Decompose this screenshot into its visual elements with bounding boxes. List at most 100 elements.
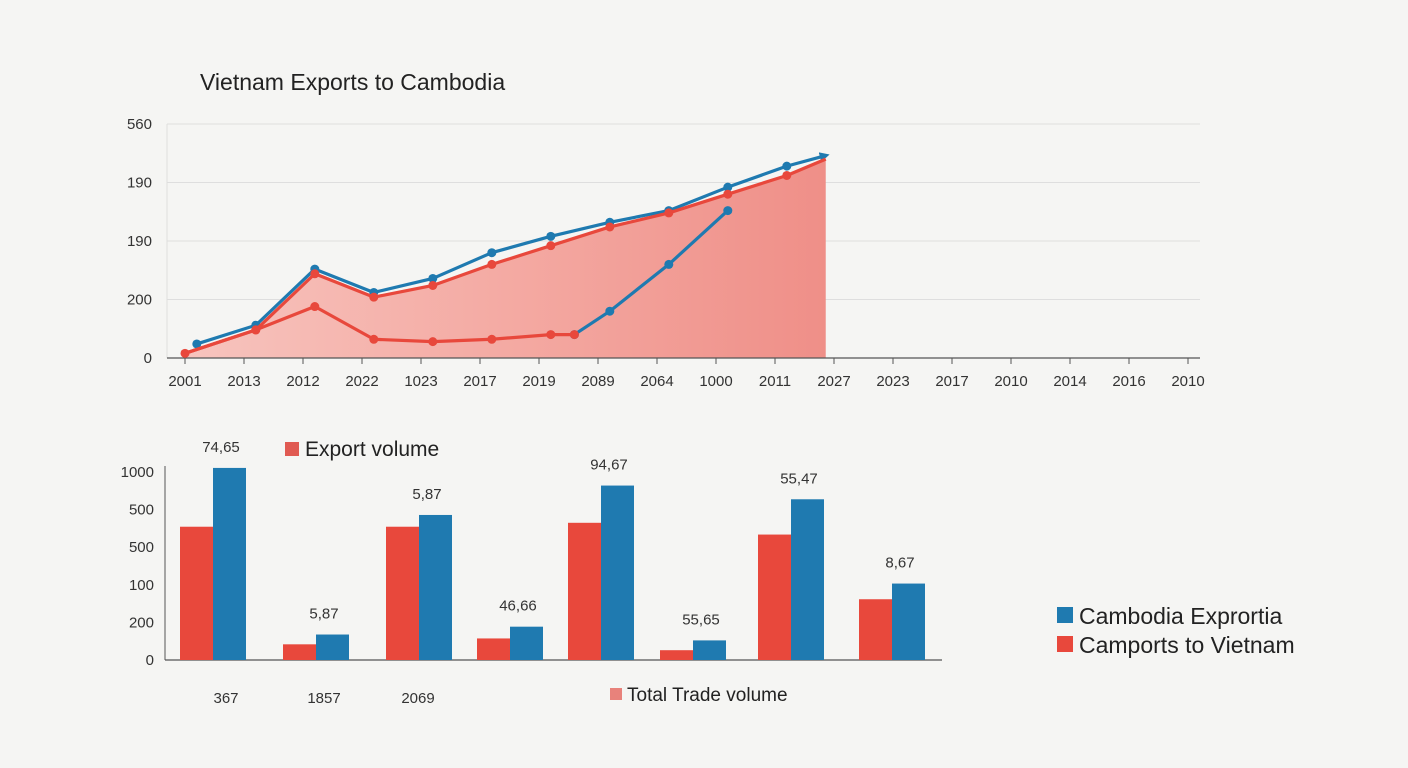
line-point [605,222,615,232]
line-x-tick-label: 2011 [759,373,791,390]
bar-data-label: 46,66 [499,598,537,615]
bar-y-tick-label: 0 [146,652,154,669]
line-x-tick-label: 2017 [935,373,968,390]
line-x-tick-label: 2014 [1053,373,1086,390]
line-point [723,206,733,216]
line-x-tick-label: 2019 [522,373,555,390]
legend-label-cambodia: Cambodia Exprortia [1079,603,1282,629]
line-x-tick-label: 2001 [168,373,201,390]
line-point [251,325,261,335]
line-point [546,330,556,340]
bar-data-label: 8,67 [885,555,914,572]
bar-data-label: 94,67 [590,457,628,474]
line-y-tick-label: 200 [127,292,152,309]
line-x-tick-label: 1000 [699,373,732,390]
line-x-tick-label: 2010 [994,373,1027,390]
line-x-tick-label: 2013 [227,373,260,390]
line-point [487,248,497,258]
line-y-axis: 560 190 190 200 0 [127,116,168,367]
line-point [428,280,438,290]
line-point [569,330,579,340]
bar-data-label: 74,65 [202,439,240,456]
line-x-tick-label: 1023 [404,373,437,390]
bar-blue [419,514,452,660]
line-chart: Vietnam Exports to Cambodia 560 190 190 200… [127,69,1205,390]
legend-swatch-total [610,688,622,700]
line-x-tick-label: 2027 [817,373,850,390]
line-point [310,269,320,279]
line-series-group [180,152,830,358]
line-point [546,241,556,251]
bar-y-tick-label: 500 [129,502,154,519]
line-y-tick-label: 190 [127,233,152,250]
bars-group [180,467,925,660]
line-y-tick-label: 0 [144,350,152,367]
line-point [310,302,320,312]
legend-total-trade: Total Trade volume [610,685,788,706]
bar-blue [213,467,246,660]
line-point [180,348,190,358]
area-fill [185,159,826,358]
line-point [664,259,674,269]
line-y-tick-label: 190 [127,175,152,192]
bar-blue [510,626,543,660]
line-point [782,170,792,180]
legend-swatch-export [285,442,299,456]
line-point [723,182,733,192]
line-x-tick-label: 2010 [1171,373,1204,390]
bar-red [660,650,693,660]
chart-title: Vietnam Exports to Cambodia [200,69,505,95]
bar-red [859,599,892,660]
line-series-3 [184,304,575,355]
line-point [723,189,733,199]
bar-y-tick-label: 200 [129,614,154,631]
bar-data-label: 5,87 [412,486,441,503]
bar-blue [316,634,349,660]
line-x-tick-label: 2089 [581,373,614,390]
line-x-tick-label: 2064 [640,373,673,390]
bar-red [283,644,316,660]
bar-blue [892,583,925,660]
line-x-tick-label: 2022 [345,373,378,390]
bar-category-label: 1857 [307,690,340,707]
bar-data-label: 55,65 [682,611,720,628]
line-point [782,161,792,171]
line-point [546,231,556,241]
line-point [664,208,674,218]
legend-label-export: Export volume [305,438,439,461]
legend-label-camports: Camports to Vietnam [1079,632,1295,658]
line-series-0 [196,152,830,346]
line-point [487,334,497,344]
legend-label-total: Total Trade volume [627,685,788,706]
bar-chart: 1000 500 500 100 200 0 74,65 5,87 5,87 46,66 94,6… [121,438,1295,707]
bar-y-tick-label: 500 [129,539,154,556]
bar-red [477,638,510,660]
bar-red [180,526,213,660]
line-point [192,339,202,349]
line-y-tick-label: 560 [127,116,152,133]
line-series-1 [184,157,827,355]
line-series-2 [573,209,729,336]
bar-blue [601,485,634,660]
bar-y-tick-label: 100 [129,577,154,594]
line-x-tick-label: 2016 [1112,373,1145,390]
line-x-tick-label: 2023 [876,373,909,390]
line-x-axis: 2001 2013 2012 2022 1023 2017 2019 2089 2064 1000… [167,357,1205,390]
line-point [369,334,379,344]
line-point [605,306,615,316]
line-x-tick-label: 2017 [463,373,496,390]
line-point [487,259,497,269]
line-x-tick-label: 2012 [286,373,319,390]
bar-y-tick-label: 1000 [121,464,154,481]
legend-swatch-camports [1057,636,1073,652]
line-point [428,273,438,283]
bar-data-label: 55,47 [780,470,818,487]
line-point [369,292,379,302]
line-point [428,337,438,347]
bar-data-labels: 74,65 5,87 5,87 46,66 94,67 55,65 55,47 8,67 [202,439,914,628]
legend-swatch-cambodia [1057,607,1073,623]
bar-red [568,522,601,660]
bar-category-label: 367 [213,690,238,707]
legend-export-volume: Export volume [285,438,439,461]
